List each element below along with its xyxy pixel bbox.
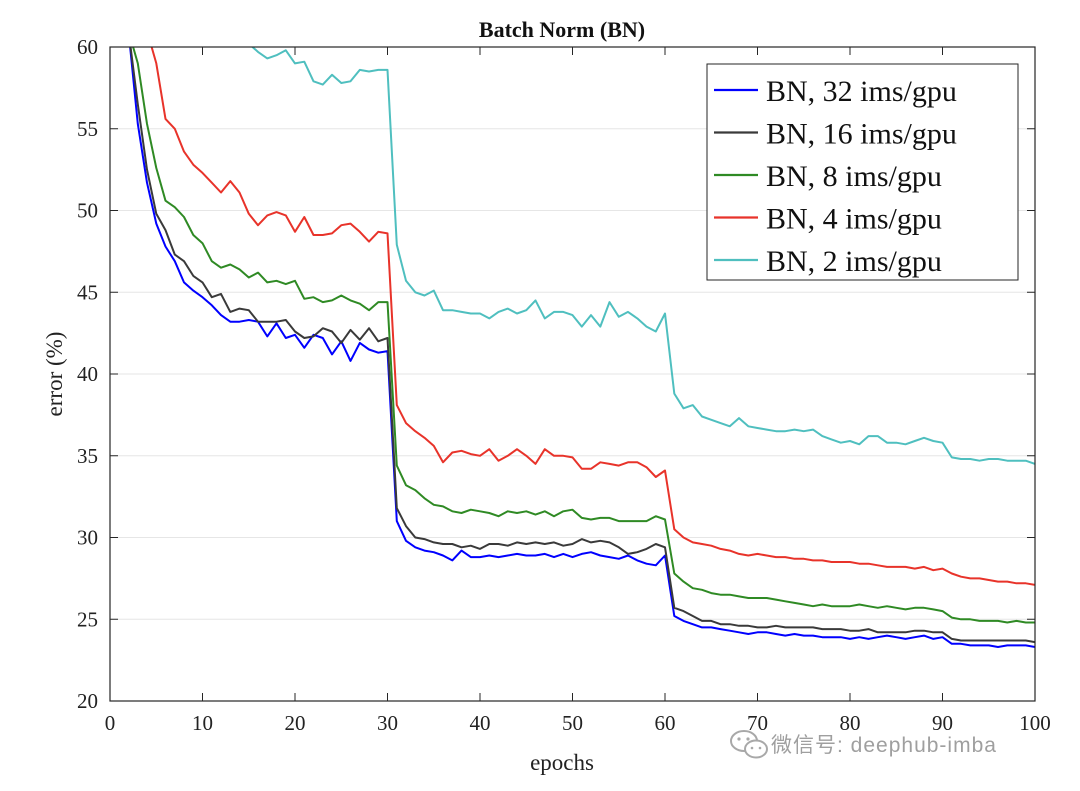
y-tick-label: 30 — [77, 526, 98, 550]
legend-label: BN, 2 ims/gpu — [766, 245, 942, 278]
y-tick-label: 60 — [77, 35, 98, 59]
legend-label: BN, 32 ims/gpu — [766, 75, 957, 108]
y-tick-label: 25 — [77, 607, 98, 631]
x-tick-label: 10 — [192, 711, 213, 735]
x-axis-label: epochs — [530, 750, 594, 775]
axis-ticks: 0 10 20 30 40 50 60 70 80 90 100 20 25 30 35 40 45 50 55 60 — [77, 35, 1051, 735]
series-line-3 — [132, 47, 1035, 624]
series-line-5 — [250, 47, 1035, 465]
chart-title: Batch Norm (BN) — [479, 17, 645, 42]
x-tick-label: 90 — [932, 711, 953, 735]
watermark: 微信号: deephub-imba — [730, 730, 997, 759]
x-tick-label: 80 — [840, 711, 861, 735]
y-tick-label: 50 — [77, 199, 98, 223]
x-tick-label: 40 — [470, 711, 491, 735]
y-tick-label: 35 — [77, 444, 98, 468]
series-line-2 — [129, 47, 1035, 644]
x-tick-label: 100 — [1019, 711, 1051, 735]
legend-box — [706, 63, 1019, 281]
plot-area — [129, 47, 1035, 648]
watermark-text: 微信号: deephub-imba — [771, 734, 997, 757]
legend-label: BN, 4 ims/gpu — [766, 203, 942, 236]
legend: BN, 32 ims/gpu BN, 16 ims/gpu BN, 8 ims/gp… — [706, 63, 1019, 281]
x-tick-label: 70 — [747, 711, 768, 735]
x-tick-label: 60 — [655, 711, 676, 735]
x-tick-label: 0 — [105, 711, 116, 735]
y-tick-label: 55 — [77, 117, 98, 141]
y-axis-label: error (%) — [42, 332, 67, 417]
y-tick-label: 20 — [77, 689, 98, 713]
y-tick-label: 40 — [77, 362, 98, 386]
y-tick-label: 45 — [77, 280, 98, 304]
wechat-icon — [730, 730, 768, 759]
legend-label: BN, 16 ims/gpu — [766, 118, 957, 151]
x-tick-label: 50 — [562, 711, 583, 735]
x-tick-label: 20 — [285, 711, 306, 735]
series-line-1 — [129, 47, 1035, 648]
legend-label: BN, 8 ims/gpu — [766, 160, 942, 193]
series-line-4 — [150, 47, 1035, 586]
x-tick-label: 30 — [377, 711, 398, 735]
